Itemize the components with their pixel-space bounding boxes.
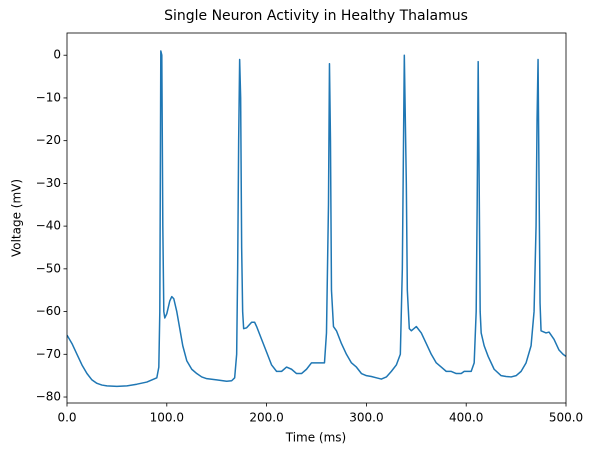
- x-tick-label: 300.0: [349, 411, 383, 425]
- y-tick-label: −70: [36, 347, 61, 361]
- x-tick-label: 500.0: [549, 411, 583, 425]
- line-series: [67, 50, 566, 388]
- y-tick-label: 0: [53, 48, 61, 62]
- x-axis-label: Time (ms): [285, 431, 347, 445]
- y-tick-label: −80: [36, 390, 61, 404]
- y-tick-label: −30: [36, 176, 61, 190]
- x-tick-label: 200.0: [249, 411, 283, 425]
- chart-title: Single Neuron Activity in Healthy Thalam…: [164, 8, 468, 24]
- y-tick-label: −20: [36, 133, 61, 147]
- x-tick-label: 100.0: [150, 411, 184, 425]
- y-tick-label: −50: [36, 261, 61, 275]
- y-axis-label: Voltage (mV): [10, 179, 24, 257]
- x-tick-label: 400.0: [449, 411, 483, 425]
- y-tick-label: −60: [36, 304, 61, 318]
- y-tick-label: −40: [36, 219, 61, 233]
- plot-frame: [66, 32, 567, 404]
- y-tick-label: −10: [36, 90, 61, 104]
- x-tick-label: 0.0: [57, 411, 76, 425]
